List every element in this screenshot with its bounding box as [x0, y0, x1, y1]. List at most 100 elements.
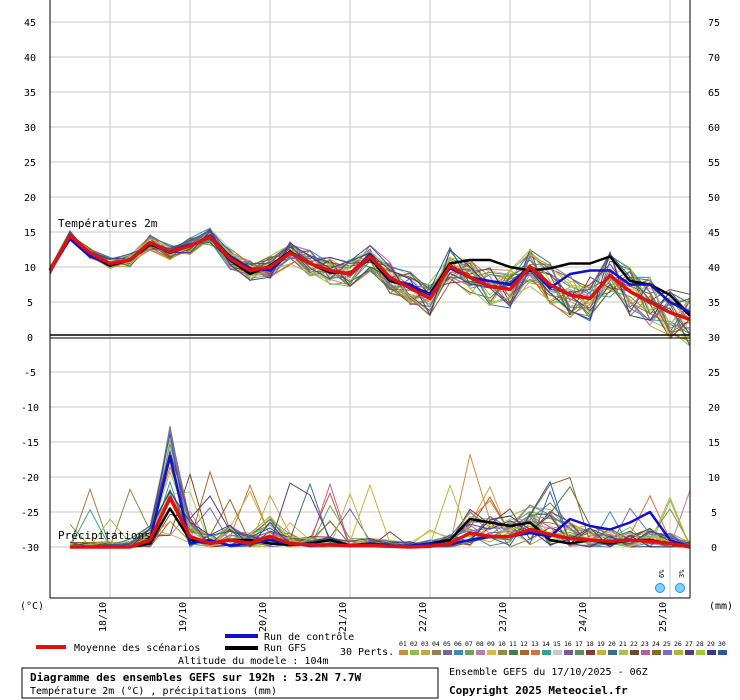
left-axis-unit: (°C) — [20, 601, 44, 612]
legend: Moyenne des scénarios Run de contrôle Ru… — [36, 631, 727, 667]
left-tick-label: 10 — [24, 263, 36, 274]
pert-color-swatch — [399, 650, 408, 655]
altitude-label: Altitude du modele : 104m — [178, 656, 329, 667]
pert-color-swatch — [476, 650, 485, 655]
right-tick-label: 45 — [708, 228, 720, 239]
pert-number: 12 — [520, 640, 528, 648]
pert-number: 24 — [652, 640, 660, 648]
right-tick-label: 65 — [708, 88, 720, 99]
pert-color-swatch — [509, 650, 518, 655]
pert-color-swatch — [674, 650, 683, 655]
pert-number: 22 — [630, 640, 638, 648]
pert-number: 16 — [564, 640, 572, 648]
pert-color-swatch — [410, 650, 419, 655]
pert-number: 13 — [531, 640, 539, 648]
copyright: Copyright 2025 Meteociel.fr — [449, 684, 628, 697]
temp-perturbation-line — [49, 234, 691, 339]
left-tick-label: -15 — [21, 438, 39, 449]
pert-number: 28 — [696, 640, 704, 648]
x-tick-label: 23/10 — [498, 602, 509, 632]
left-tick-label: 30 — [24, 123, 36, 134]
pert-number: 08 — [476, 640, 484, 648]
pert-color-swatch — [564, 650, 573, 655]
pert-color-swatch — [498, 650, 507, 655]
pert-color-swatch — [696, 650, 705, 655]
title-box — [21, 667, 439, 699]
pert-color-swatch — [663, 650, 672, 655]
right-tick-label: 40 — [708, 263, 720, 274]
pert-color-swatch — [465, 650, 474, 655]
left-tick-label: -30 — [21, 543, 39, 554]
snowflake-icon — [655, 583, 665, 593]
perturbation-legend: 01 02 03 04 05 06 07 08 09 10 11 12 13 14 15 16 17 18 19 20… — [399, 640, 727, 655]
legend-control-label: Run de contrôle — [264, 631, 354, 643]
pert-number: 07 — [465, 640, 473, 648]
precip-perturbation-line — [69, 449, 691, 548]
snowflake-icon — [675, 583, 685, 593]
left-tick-label: 5 — [27, 298, 33, 309]
pert-number: 27 — [685, 640, 693, 648]
pert-number: 06 — [454, 640, 462, 648]
chart-subtitle: Température 2m (°C) , précipitations (mm… — [30, 685, 277, 697]
legend-gfs-label: Run GFS — [264, 643, 306, 654]
run-info: Ensemble GEFS du 17/10/2025 - 06Z — [449, 667, 648, 678]
axis-labels: 454035302520151050-5-10-15-20-25-3075706… — [21, 18, 720, 632]
pert-number: 20 — [608, 640, 616, 648]
main-series — [48, 233, 691, 549]
x-tick-label: 21/10 — [338, 602, 349, 632]
temp-perturbation-line — [49, 230, 691, 347]
pert-number: 14 — [542, 640, 550, 648]
left-tick-label: 40 — [24, 53, 36, 64]
pert-number: 18 — [586, 640, 594, 648]
pert-color-swatch — [454, 650, 463, 655]
pert-number: 26 — [674, 640, 682, 648]
pert-color-swatch — [685, 650, 694, 655]
right-tick-label: 60 — [708, 123, 720, 134]
pert-color-swatch — [586, 650, 595, 655]
perturbation-lines — [49, 227, 691, 549]
left-tick-label: 0 — [27, 333, 33, 344]
legend-perts-label: 30 Perts. — [340, 647, 394, 658]
pert-color-swatch — [707, 650, 716, 655]
pert-number: 01 — [399, 640, 407, 648]
right-tick-label: 5 — [711, 508, 717, 519]
x-tick-label: 20/10 — [258, 602, 269, 632]
right-tick-label: 50 — [708, 193, 720, 204]
left-tick-label: -20 — [21, 473, 39, 484]
left-tick-label: 20 — [24, 193, 36, 204]
x-tick-label: 25/10 — [658, 602, 669, 632]
right-tick-label: 55 — [708, 158, 720, 169]
pert-color-swatch — [652, 650, 661, 655]
legend-mean-label: Moyenne des scénarios — [74, 642, 200, 654]
temp-perturbation-line — [49, 229, 691, 322]
x-tick-label: 24/10 — [578, 602, 589, 632]
precip-section-label: Précipitations — [58, 529, 151, 542]
right-tick-label: 25 — [708, 368, 720, 379]
right-tick-label: 70 — [708, 53, 720, 64]
pert-color-swatch — [421, 650, 430, 655]
right-tick-label: 10 — [708, 473, 720, 484]
pert-number: 11 — [509, 640, 517, 648]
pert-color-swatch — [597, 650, 606, 655]
pert-color-swatch — [487, 650, 496, 655]
snow-percent-label: 3% — [678, 569, 686, 578]
pert-number: 03 — [421, 640, 429, 648]
pert-number: 10 — [498, 640, 506, 648]
x-tick-label: 19/10 — [178, 602, 189, 632]
right-tick-label: 35 — [708, 298, 720, 309]
pert-number: 02 — [410, 640, 418, 648]
right-tick-label: 30 — [708, 333, 720, 344]
pert-number: 29 — [707, 640, 715, 648]
pert-number: 19 — [597, 640, 605, 648]
left-tick-label: 25 — [24, 158, 36, 169]
pert-color-swatch — [542, 650, 551, 655]
left-tick-label: 45 — [24, 18, 36, 29]
left-tick-label: 15 — [24, 228, 36, 239]
pert-number: 17 — [575, 640, 583, 648]
left-tick-label: -10 — [21, 403, 39, 414]
pert-number: 15 — [553, 640, 561, 648]
temp-mean-line — [48, 233, 691, 322]
pert-color-swatch — [630, 650, 639, 655]
pert-color-swatch — [641, 650, 650, 655]
